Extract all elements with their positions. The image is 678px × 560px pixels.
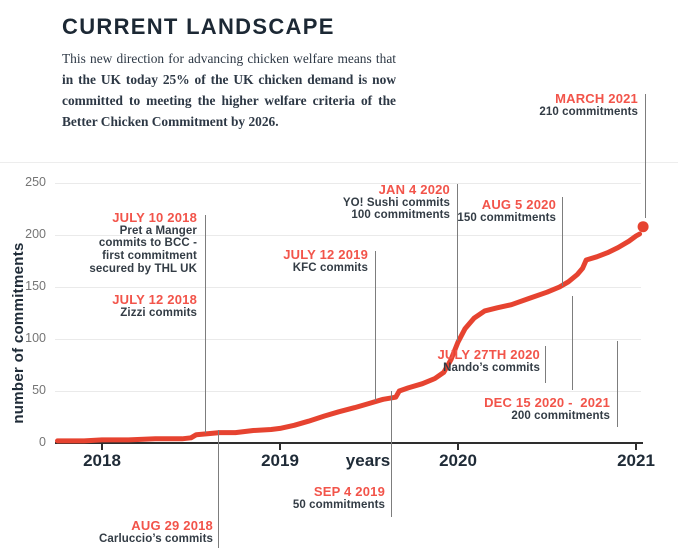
gridline — [55, 339, 641, 340]
gridline — [55, 183, 641, 184]
gridline — [55, 235, 641, 236]
annotation-text: Pret a Manger — [119, 224, 197, 237]
page-title: CURRENT LANDSCAPE — [62, 14, 335, 39]
x-axis-line — [55, 442, 643, 444]
annotation-connector-line — [218, 430, 219, 548]
annotation-text: Nando’s commits — [443, 361, 540, 374]
y-tick-label: 250 — [25, 175, 46, 189]
x-tick-label: 2018 — [83, 451, 121, 470]
gridline — [55, 287, 641, 288]
annotation-connector-line — [391, 391, 392, 517]
annotation-connector-line — [562, 197, 563, 286]
annotation-date: JULY 27TH 2020 — [437, 347, 540, 362]
annotation-date: DEC 15 2020 - 2021 — [484, 395, 610, 410]
intro-paragraph: This new direction for advancing chicken… — [62, 48, 396, 132]
intro-bold-text: in the UK today 25% of the UK chicken de… — [62, 72, 396, 129]
y-tick-label: 100 — [25, 331, 46, 345]
x-tick-label: 2020 — [439, 451, 477, 470]
y-tick-label: 50 — [32, 383, 46, 397]
annotation-text: Zizzi commits — [120, 306, 197, 319]
annotation-aug-29-2018: AUG 29 2018 Carluccio’s commits — [99, 519, 213, 545]
annotation-date: JAN 4 2020 — [378, 182, 450, 197]
annotation-dec-15-2020: DEC 15 2020 - 2021 200 commitments — [484, 396, 610, 422]
annotation-connector-line — [205, 215, 206, 433]
y-tick-label: 200 — [25, 227, 46, 241]
annotation-sep-4-2019: SEP 4 2019 50 commitments — [293, 485, 385, 511]
x-axis-tick — [457, 442, 459, 450]
x-tick-label: 2021 — [617, 451, 655, 470]
annotation-text: commits to BCC - — [98, 237, 197, 250]
annotation-text: 50 commitments — [292, 498, 385, 511]
annotation-connector-line — [572, 296, 573, 390]
annotation-text: 150 commitments — [457, 211, 556, 224]
annotation-july-12-2019: JULY 12 2019 KFC commits — [283, 248, 368, 274]
x-axis-tick — [635, 442, 637, 450]
annotation-text: YO! Sushi commits — [342, 196, 450, 209]
annotation-text: first commitment — [102, 250, 197, 263]
annotation-connector-line — [617, 341, 618, 427]
annotation-jan-4-2020: JAN 4 2020 YO! Sushi commits 100 commitmen… — [343, 183, 450, 222]
annotation-date: AUG 29 2018 — [131, 518, 213, 533]
x-axis-tick — [101, 442, 103, 450]
annotation-aug-5-2020: AUG 5 2020 150 commitments — [457, 198, 556, 224]
annotation-text: 210 commitments — [539, 105, 638, 118]
y-tick-label: 0 — [39, 435, 46, 449]
annotation-text: 200 commitments — [511, 409, 610, 422]
annotation-july-27th-2020: JULY 27TH 2020 Nando’s commits — [437, 348, 540, 374]
annotation-connector-line — [545, 346, 546, 383]
annotation-march-2021: MARCH 2021 210 commitments — [539, 92, 638, 118]
annotation-date: AUG 5 2020 — [481, 197, 556, 212]
section-divider — [0, 162, 678, 163]
annotation-text: KFC commits — [292, 261, 368, 274]
annotation-connector-line — [457, 184, 458, 341]
x-axis-title: years — [345, 451, 391, 470]
annotation-july-10-2018: JULY 10 2018 Pret a Manger commits to BCC … — [89, 211, 197, 276]
y-tick-label: 150 — [25, 279, 46, 293]
end-point-dot — [637, 221, 649, 233]
intro-text: This new direction for advancing chicken… — [62, 51, 396, 66]
x-axis-tick — [279, 442, 281, 450]
annotation-date: SEP 4 2019 — [313, 484, 385, 499]
annotation-date: JULY 10 2018 — [112, 210, 197, 225]
annotation-july-12-2018: JULY 12 2018 Zizzi commits — [112, 293, 197, 319]
x-tick-label: 2019 — [261, 451, 299, 470]
annotation-text: Carluccio’s commits — [99, 532, 213, 545]
annotation-text: secured by THL UK — [89, 262, 197, 275]
annotation-connector-line — [375, 251, 376, 401]
annotation-date: JULY 12 2019 — [283, 247, 368, 262]
gridline — [55, 391, 641, 392]
commitments-line — [55, 231, 643, 444]
annotation-date: MARCH 2021 — [555, 91, 638, 106]
annotation-text: 100 commitments — [351, 209, 450, 222]
annotation-connector-line — [645, 94, 646, 218]
annotation-date: JULY 12 2018 — [112, 292, 197, 307]
